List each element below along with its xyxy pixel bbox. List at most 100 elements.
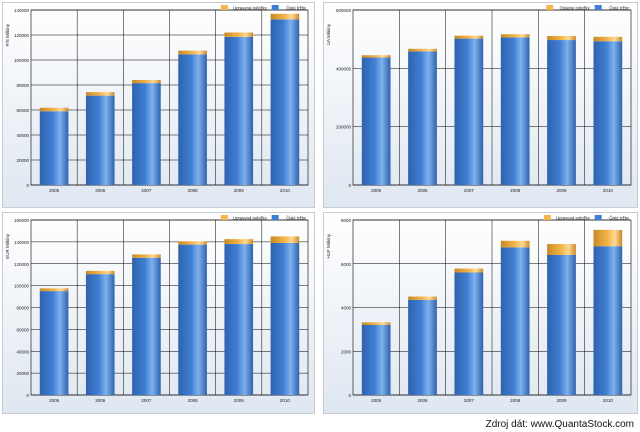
y-tick-label: 60000 — [16, 108, 29, 113]
bar-base-segment[interactable] — [224, 36, 254, 185]
legend-label: Upravená položky — [556, 216, 590, 221]
chart-panel-1: 0 20000 40000 60000 80000 100000 120000 140000 P… — [2, 2, 315, 208]
legend-label: Upravená položky — [233, 216, 267, 221]
x-tick-label: 2006 — [95, 188, 106, 193]
bar-top-segment[interactable] — [361, 322, 391, 325]
x-tick-label: 2006 — [95, 398, 106, 403]
bar-base-segment[interactable] — [593, 41, 623, 186]
bar-base-segment[interactable] — [224, 244, 254, 395]
y-axis-label: HUF Milióny — [326, 233, 331, 258]
bar-base-segment[interactable] — [408, 51, 437, 185]
bar-base-segment[interactable] — [132, 83, 161, 185]
x-tick-label: 2009 — [234, 398, 245, 403]
x-tick-label: 2008 — [510, 188, 521, 193]
y-tick-label: 0 — [348, 183, 351, 188]
legend-swatch — [220, 215, 228, 220]
bar-top-segment[interactable] — [593, 229, 623, 247]
x-tick-label: 2005 — [371, 398, 382, 403]
bar-base-segment[interactable] — [361, 57, 391, 185]
bar-base-segment[interactable] — [593, 246, 623, 395]
legend-swatch — [546, 5, 554, 10]
bar-base-segment[interactable] — [454, 272, 484, 396]
bar-base-segment[interactable] — [408, 299, 437, 395]
bar-base-segment[interactable] — [500, 247, 530, 395]
bar-top-segment[interactable] — [178, 50, 207, 55]
y-tick-label: 400000 — [336, 66, 352, 71]
bar-top-segment[interactable] — [408, 296, 437, 300]
bar-base-segment[interactable] — [39, 291, 69, 395]
source-link[interactable]: www.QuantaStock.com — [530, 419, 634, 430]
source-credit: Zdroj dát: www.QuantaStock.com — [486, 419, 634, 430]
bar-top-segment[interactable] — [224, 239, 254, 245]
bar-base-segment[interactable] — [270, 242, 300, 395]
bar-base-segment[interactable] — [270, 19, 300, 185]
bar-top-segment[interactable] — [270, 236, 300, 243]
bar-top-segment[interactable] — [593, 36, 623, 42]
bar-base-segment[interactable] — [547, 255, 576, 395]
y-tick-label: 120000 — [14, 33, 30, 38]
bar-base-segment[interactable] — [39, 111, 69, 185]
x-tick-label: 2007 — [464, 188, 475, 193]
bar-top-segment[interactable] — [132, 254, 161, 258]
chart-panel-4: 0 2000 4000 6000 8000 HUF Milióny 2005 2006 2007… — [323, 212, 638, 414]
bar-top-segment[interactable] — [547, 244, 576, 255]
bar-base-segment[interactable] — [132, 257, 161, 395]
x-tick-label: 2008 — [510, 398, 521, 403]
x-tick-label: 2005 — [371, 188, 382, 193]
x-tick-label: 2007 — [464, 398, 475, 403]
y-tick-label: 40000 — [16, 349, 29, 354]
x-tick-label: 2009 — [556, 398, 567, 403]
bar-top-segment[interactable] — [270, 13, 300, 20]
y-tick-label: 100000 — [14, 58, 30, 63]
bar-top-segment[interactable] — [547, 35, 576, 41]
bar-base-segment[interactable] — [178, 244, 207, 395]
bar-top-segment[interactable] — [500, 34, 530, 38]
bar-base-segment[interactable] — [454, 38, 484, 186]
y-tick-label: 140000 — [14, 240, 30, 245]
legend-swatch — [594, 215, 602, 220]
y-tick-label: 0 — [26, 183, 29, 188]
x-tick-label: 2010 — [280, 188, 291, 193]
y-tick-label: 60000 — [16, 327, 29, 332]
y-tick-label: 40000 — [16, 133, 29, 138]
y-tick-label: 120000 — [14, 262, 30, 267]
legend-label: Čisté tržby — [286, 216, 307, 221]
bar-top-segment[interactable] — [85, 270, 115, 275]
chart-svg: 0 20000 40000 60000 80000 100000 120000 140000 1… — [5, 215, 309, 403]
bar-top-segment[interactable] — [454, 268, 484, 273]
y-tick-label: 20000 — [16, 371, 29, 376]
legend-label: Ostatné položky — [560, 6, 591, 11]
x-tick-label: 2009 — [556, 188, 567, 193]
bar-top-segment[interactable] — [39, 288, 69, 292]
bar-top-segment[interactable] — [454, 35, 484, 39]
x-tick-label: 2005 — [49, 398, 60, 403]
x-tick-label: 2010 — [603, 188, 614, 193]
bar-base-segment[interactable] — [85, 274, 115, 395]
y-axis-label: EUR Milióny — [5, 233, 10, 259]
bar-top-segment[interactable] — [361, 55, 391, 58]
bar-base-segment[interactable] — [547, 40, 576, 185]
bar-top-segment[interactable] — [224, 32, 254, 37]
bar-top-segment[interactable] — [408, 48, 437, 52]
legend-label: Čisté tržby — [286, 6, 307, 11]
bar-base-segment[interactable] — [361, 325, 391, 395]
chart-svg: 0 200000 400000 600000 UA Milióny 2005 2006 200… — [326, 5, 632, 193]
y-tick-label: 8000 — [341, 218, 352, 223]
bar-top-segment[interactable] — [85, 92, 115, 96]
chart-svg: 0 2000 4000 6000 8000 HUF Milióny 2005 2006 2007… — [326, 215, 632, 403]
y-tick-label: 4000 — [341, 306, 352, 311]
bar-top-segment[interactable] — [39, 107, 69, 112]
bar-base-segment[interactable] — [85, 95, 115, 185]
bar-top-segment[interactable] — [132, 80, 161, 84]
x-tick-label: 2008 — [188, 188, 199, 193]
y-tick-label: 600000 — [336, 8, 352, 13]
bar-top-segment[interactable] — [178, 241, 207, 245]
x-tick-label: 2005 — [49, 188, 60, 193]
chart-svg: 0 20000 40000 60000 80000 100000 120000 140000 P… — [5, 5, 309, 193]
bar-base-segment[interactable] — [500, 37, 530, 185]
legend-swatch — [594, 5, 602, 10]
bar-top-segment[interactable] — [500, 240, 530, 248]
bar-base-segment[interactable] — [178, 54, 207, 185]
y-tick-label: 2000 — [341, 349, 352, 354]
y-tick-label: 80000 — [16, 306, 29, 311]
